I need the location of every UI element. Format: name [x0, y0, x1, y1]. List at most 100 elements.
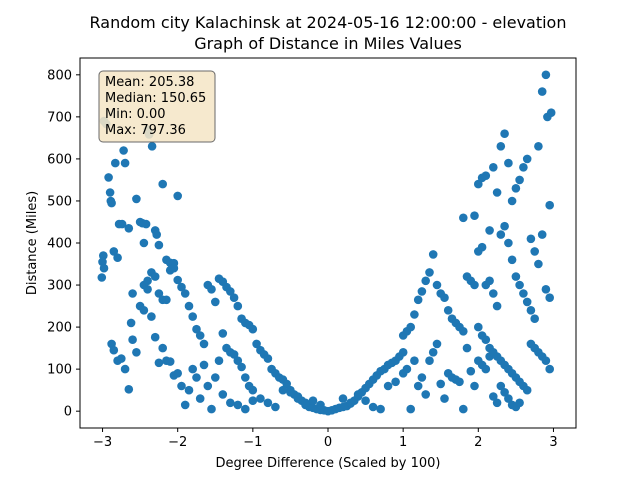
data-point	[162, 295, 171, 305]
data-point	[398, 348, 408, 357]
data-point	[99, 263, 109, 273]
data-point	[425, 356, 434, 366]
y-tick-label: 100	[47, 363, 72, 378]
data-point	[496, 230, 506, 239]
data-point	[132, 348, 141, 357]
data-point	[218, 390, 228, 399]
data-point	[507, 255, 517, 265]
data-point	[233, 400, 243, 410]
data-point	[466, 366, 476, 376]
data-point	[500, 129, 509, 138]
data-point	[195, 331, 205, 340]
x-tick-label: 0	[324, 435, 332, 450]
data-point	[428, 348, 438, 357]
data-point	[147, 312, 156, 321]
data-point	[459, 213, 468, 223]
data-point	[492, 301, 502, 311]
stats-box: Mean: 205.38 Median: 150.65 Min: 0.00 Ma…	[98, 70, 216, 143]
y-axis-label: Distance (Miles)	[25, 191, 40, 295]
data-point	[139, 238, 149, 248]
data-point	[421, 390, 431, 399]
y-tick-label: 600	[47, 152, 72, 167]
data-point	[211, 297, 220, 307]
data-point	[111, 158, 120, 168]
data-point	[459, 404, 468, 414]
data-point	[241, 404, 250, 414]
data-point	[338, 394, 348, 403]
data-point	[462, 343, 472, 353]
x-tick-label: −3	[93, 435, 112, 450]
data-point	[489, 163, 498, 172]
stats-mean: Mean: 205.38	[105, 75, 194, 90]
stats-max: Max: 797.36	[105, 123, 186, 138]
data-point	[177, 381, 186, 391]
x-tick-label: −2	[168, 435, 187, 450]
data-point	[534, 259, 543, 269]
data-point	[147, 142, 157, 151]
data-point	[143, 276, 152, 286]
data-point	[485, 276, 494, 286]
data-point	[391, 377, 400, 387]
data-point	[132, 194, 141, 204]
y-tick-label: 300	[47, 279, 72, 294]
data-point	[492, 398, 502, 408]
data-point	[184, 301, 194, 311]
data-point	[421, 276, 431, 286]
stats-min: Min: 0.00	[105, 107, 166, 122]
data-point	[226, 398, 235, 408]
data-point	[425, 268, 434, 277]
data-point	[188, 312, 197, 321]
data-point	[150, 332, 160, 342]
data-point	[346, 398, 355, 408]
data-point	[526, 306, 536, 315]
data-point	[519, 289, 528, 298]
stats-box-background	[98, 70, 216, 143]
y-tick-label: 0	[64, 405, 72, 420]
data-point	[459, 327, 468, 336]
data-point	[104, 173, 113, 182]
stats-median: Median: 150.65	[105, 91, 206, 106]
data-points	[97, 70, 556, 416]
data-point	[417, 287, 427, 296]
data-point	[530, 247, 539, 256]
y-tick-label: 700	[47, 110, 72, 125]
data-point	[511, 272, 521, 281]
data-point	[541, 285, 551, 294]
x-tick-label: 2	[474, 435, 482, 450]
data-point	[477, 242, 487, 252]
data-point	[214, 356, 224, 366]
data-point	[545, 200, 554, 210]
data-point	[248, 385, 258, 395]
chart-subtitle: Graph of Distance in Miles Values	[194, 34, 462, 53]
data-point	[180, 400, 190, 410]
data-point	[286, 388, 295, 397]
data-point	[507, 196, 517, 206]
data-point	[184, 385, 194, 395]
data-point	[97, 273, 107, 282]
y-tick-label: 400	[47, 237, 72, 252]
data-point	[402, 364, 412, 374]
data-point	[143, 285, 152, 294]
data-point	[165, 357, 175, 366]
data-point	[229, 350, 239, 359]
data-point	[522, 385, 532, 395]
data-point	[383, 381, 393, 391]
data-point	[474, 179, 483, 189]
data-point	[119, 146, 128, 155]
data-point	[428, 250, 438, 259]
data-point	[545, 293, 554, 303]
data-point	[504, 394, 513, 403]
data-point	[541, 70, 551, 80]
data-point	[515, 175, 524, 185]
data-point	[124, 224, 134, 233]
data-point	[120, 364, 130, 374]
data-point	[109, 345, 119, 355]
data-point	[413, 381, 423, 391]
data-point	[107, 198, 116, 208]
data-point	[492, 188, 502, 197]
x-tick-label: 1	[399, 435, 407, 450]
data-point	[443, 306, 453, 315]
data-point	[515, 280, 524, 290]
data-point	[455, 377, 464, 387]
